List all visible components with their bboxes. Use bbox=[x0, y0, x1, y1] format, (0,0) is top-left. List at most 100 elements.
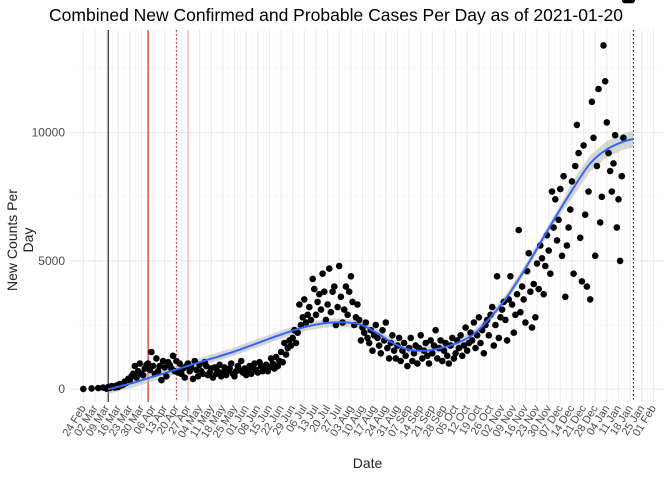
data-point bbox=[214, 367, 222, 375]
data-point bbox=[610, 160, 617, 167]
data-point bbox=[555, 216, 562, 224]
data-point bbox=[488, 303, 496, 311]
data-point bbox=[88, 385, 95, 392]
data-point bbox=[322, 316, 330, 324]
data-point bbox=[400, 339, 408, 347]
y-axis-label: New Counts Per Day bbox=[4, 189, 36, 291]
data-point bbox=[613, 224, 621, 231]
data-point bbox=[590, 134, 597, 142]
data-point bbox=[442, 339, 449, 347]
data-point bbox=[611, 131, 619, 139]
data-point bbox=[540, 290, 547, 298]
data-point bbox=[254, 369, 262, 376]
data-point bbox=[581, 211, 589, 218]
data-point bbox=[542, 262, 549, 270]
data-point bbox=[404, 362, 411, 370]
y-tick-labels: 0 5000 10000 bbox=[32, 126, 66, 397]
data-point bbox=[369, 347, 376, 355]
data-point bbox=[314, 298, 321, 306]
data-point bbox=[156, 362, 163, 370]
data-point bbox=[538, 254, 546, 262]
data-point bbox=[279, 358, 287, 366]
data-point bbox=[277, 348, 285, 356]
data-point bbox=[605, 149, 612, 157]
data-point bbox=[468, 337, 476, 344]
data-point bbox=[503, 337, 511, 344]
data-point bbox=[535, 285, 542, 293]
data-point bbox=[372, 321, 380, 329]
data-point bbox=[417, 332, 425, 339]
data-point bbox=[508, 301, 516, 308]
data-point bbox=[439, 357, 446, 365]
data-point bbox=[327, 308, 335, 316]
data-point bbox=[528, 324, 536, 331]
data-point bbox=[550, 224, 557, 231]
data-point bbox=[392, 355, 400, 362]
data-point bbox=[316, 290, 323, 298]
data-point bbox=[568, 178, 576, 185]
data-point bbox=[329, 288, 336, 296]
data-point bbox=[510, 329, 518, 337]
data-point bbox=[493, 273, 501, 280]
data-point bbox=[475, 314, 483, 321]
data-point bbox=[385, 355, 393, 362]
y-tick-label: 10000 bbox=[32, 126, 66, 140]
data-point bbox=[425, 360, 433, 367]
data-point bbox=[533, 260, 541, 267]
data-point bbox=[402, 352, 410, 360]
data-point bbox=[337, 293, 345, 301]
data-point bbox=[557, 185, 564, 193]
data-point bbox=[598, 193, 606, 201]
data-point bbox=[518, 283, 526, 290]
data-point bbox=[445, 360, 453, 367]
data-point bbox=[237, 357, 245, 365]
data-point bbox=[588, 98, 596, 106]
data-point bbox=[375, 342, 383, 349]
data-point bbox=[267, 355, 275, 362]
data-point bbox=[620, 134, 627, 142]
data-point bbox=[307, 316, 315, 324]
data-point bbox=[455, 344, 463, 352]
data-point bbox=[601, 78, 609, 85]
data-point bbox=[432, 326, 439, 334]
data-point bbox=[227, 360, 235, 367]
data-point bbox=[311, 285, 318, 293]
data-point bbox=[485, 332, 493, 339]
data-point bbox=[169, 352, 177, 360]
data-point bbox=[296, 301, 303, 308]
data-point bbox=[216, 361, 223, 369]
data-point bbox=[512, 311, 519, 319]
data-point bbox=[440, 347, 448, 355]
data-point bbox=[572, 162, 579, 170]
data-point bbox=[585, 188, 592, 195]
data-point bbox=[410, 350, 418, 357]
data-point bbox=[231, 373, 238, 380]
data-point bbox=[294, 329, 302, 337]
data-point bbox=[513, 290, 521, 298]
data-point bbox=[395, 334, 403, 342]
data-point bbox=[136, 360, 144, 367]
data-point bbox=[342, 283, 350, 290]
data-point bbox=[558, 252, 566, 260]
data-point bbox=[389, 332, 396, 339]
data-point bbox=[530, 280, 537, 288]
data-point bbox=[497, 314, 504, 321]
data-point bbox=[545, 247, 552, 254]
data-point bbox=[309, 275, 317, 283]
data-point bbox=[444, 352, 451, 360]
data-point bbox=[148, 348, 155, 356]
data-point bbox=[477, 339, 484, 347]
data-point bbox=[606, 167, 614, 175]
data-point bbox=[154, 367, 162, 375]
data-point bbox=[274, 362, 282, 370]
data-point bbox=[282, 351, 290, 358]
data-point bbox=[596, 219, 604, 226]
data-point bbox=[472, 344, 479, 352]
data-point bbox=[532, 314, 539, 321]
y-tick-label: 0 bbox=[58, 382, 65, 396]
data-point bbox=[95, 384, 102, 392]
data-point bbox=[470, 319, 478, 326]
data-point bbox=[498, 306, 506, 313]
data-point bbox=[593, 162, 601, 170]
